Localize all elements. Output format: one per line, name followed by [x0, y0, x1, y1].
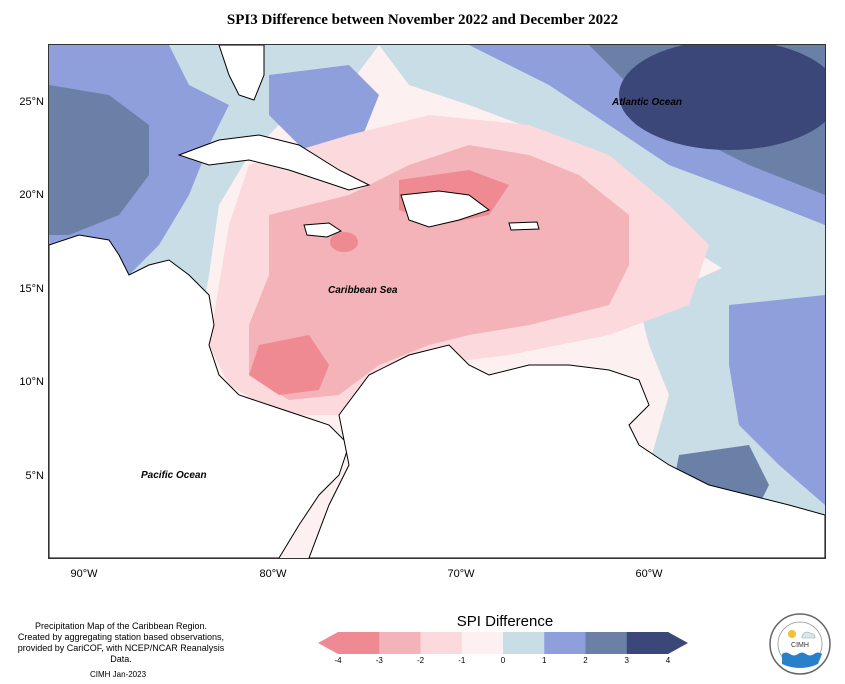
land-puerto-rico — [508, 221, 540, 231]
lon-label-60w: 60°W — [635, 568, 663, 580]
legend-swatch — [544, 632, 586, 654]
very-wet-zone-gulf — [49, 85, 149, 235]
legend-swatch — [338, 632, 380, 654]
legend-tick-label: 2 — [583, 656, 588, 665]
map-title: SPI3 Difference between November 2022 an… — [226, 12, 619, 28]
land-jamaica — [303, 222, 343, 238]
legend-swatch — [420, 632, 463, 654]
dry-zone — [249, 145, 629, 400]
legend-tick-label: -3 — [375, 656, 383, 665]
legend-colorbar — [318, 632, 688, 654]
lon-label-90w: 90°W — [70, 568, 98, 580]
caption-text: Precipitation Map of the Caribbean Regio… — [18, 621, 225, 664]
legend-tick-label: 1 — [542, 656, 547, 665]
extreme-wet-zone-atlantic — [619, 45, 825, 150]
legend-tick-label: -2 — [416, 656, 425, 665]
land-south-america — [308, 344, 825, 558]
water-icon — [782, 652, 822, 668]
caption-line: Precipitation Map of the Caribbean Regio… — [34, 621, 208, 631]
legend-swatch — [461, 632, 504, 654]
legend-tick-label: -1 — [458, 656, 466, 665]
caribbean-sea-label: Caribbean Sea — [328, 285, 398, 296]
land-hispaniola — [400, 190, 491, 228]
sun-icon — [788, 630, 796, 638]
lat-label-25n: 25°N — [19, 96, 44, 108]
land-cuba — [177, 134, 371, 191]
credit-text: CIMH Jan-2023 — [90, 670, 147, 679]
legend-swatch — [626, 632, 669, 654]
legend-swatch — [379, 632, 421, 654]
spi-map — [48, 44, 826, 559]
cloud-icon — [801, 631, 816, 639]
legend-tick-label: 3 — [624, 656, 629, 665]
legend-tick-label: 0 — [500, 656, 506, 665]
map-caption: Precipitation Map of the Caribbean Regio… — [6, 621, 236, 665]
pacific-ocean-label: Pacific Ocean — [141, 470, 207, 481]
land-florida — [218, 45, 265, 101]
lat-label-10n: 10°N — [19, 376, 44, 388]
lat-label-5n: 5°N — [25, 470, 44, 482]
legend-swatches — [338, 632, 669, 654]
lon-label-70w: 70°W — [447, 568, 475, 580]
legend-swatch — [503, 632, 545, 654]
strong-dry-zone-south — [249, 335, 329, 395]
cimh-logo: CIMH — [769, 613, 831, 675]
legend-arrow-right — [668, 632, 688, 654]
legend-tick-label: -4 — [334, 656, 342, 665]
caption-line: Created by aggregating station based obs… — [17, 632, 225, 642]
spi-map-canvas — [49, 45, 825, 558]
land-central-america — [49, 234, 350, 558]
legend-title: SPI Difference — [456, 613, 554, 630]
legend-arrow-left — [318, 632, 338, 654]
legend-tick-label: 4 — [665, 656, 671, 665]
strong-dry-zone-jamaica — [330, 232, 358, 252]
legend-swatch — [585, 632, 628, 654]
caption-line: provided by CariCOF, with NCEP/NCAR Rean… — [17, 643, 225, 664]
atlantic-ocean-label: Atlantic Ocean — [612, 97, 683, 108]
lat-label-15n: 15°N — [19, 283, 44, 295]
lon-label-80w: 80°W — [259, 568, 287, 580]
wet-zone-east-inner — [729, 295, 825, 505]
logo-text: CIMH — [791, 642, 809, 649]
lat-label-20n: 20°N — [19, 189, 44, 201]
